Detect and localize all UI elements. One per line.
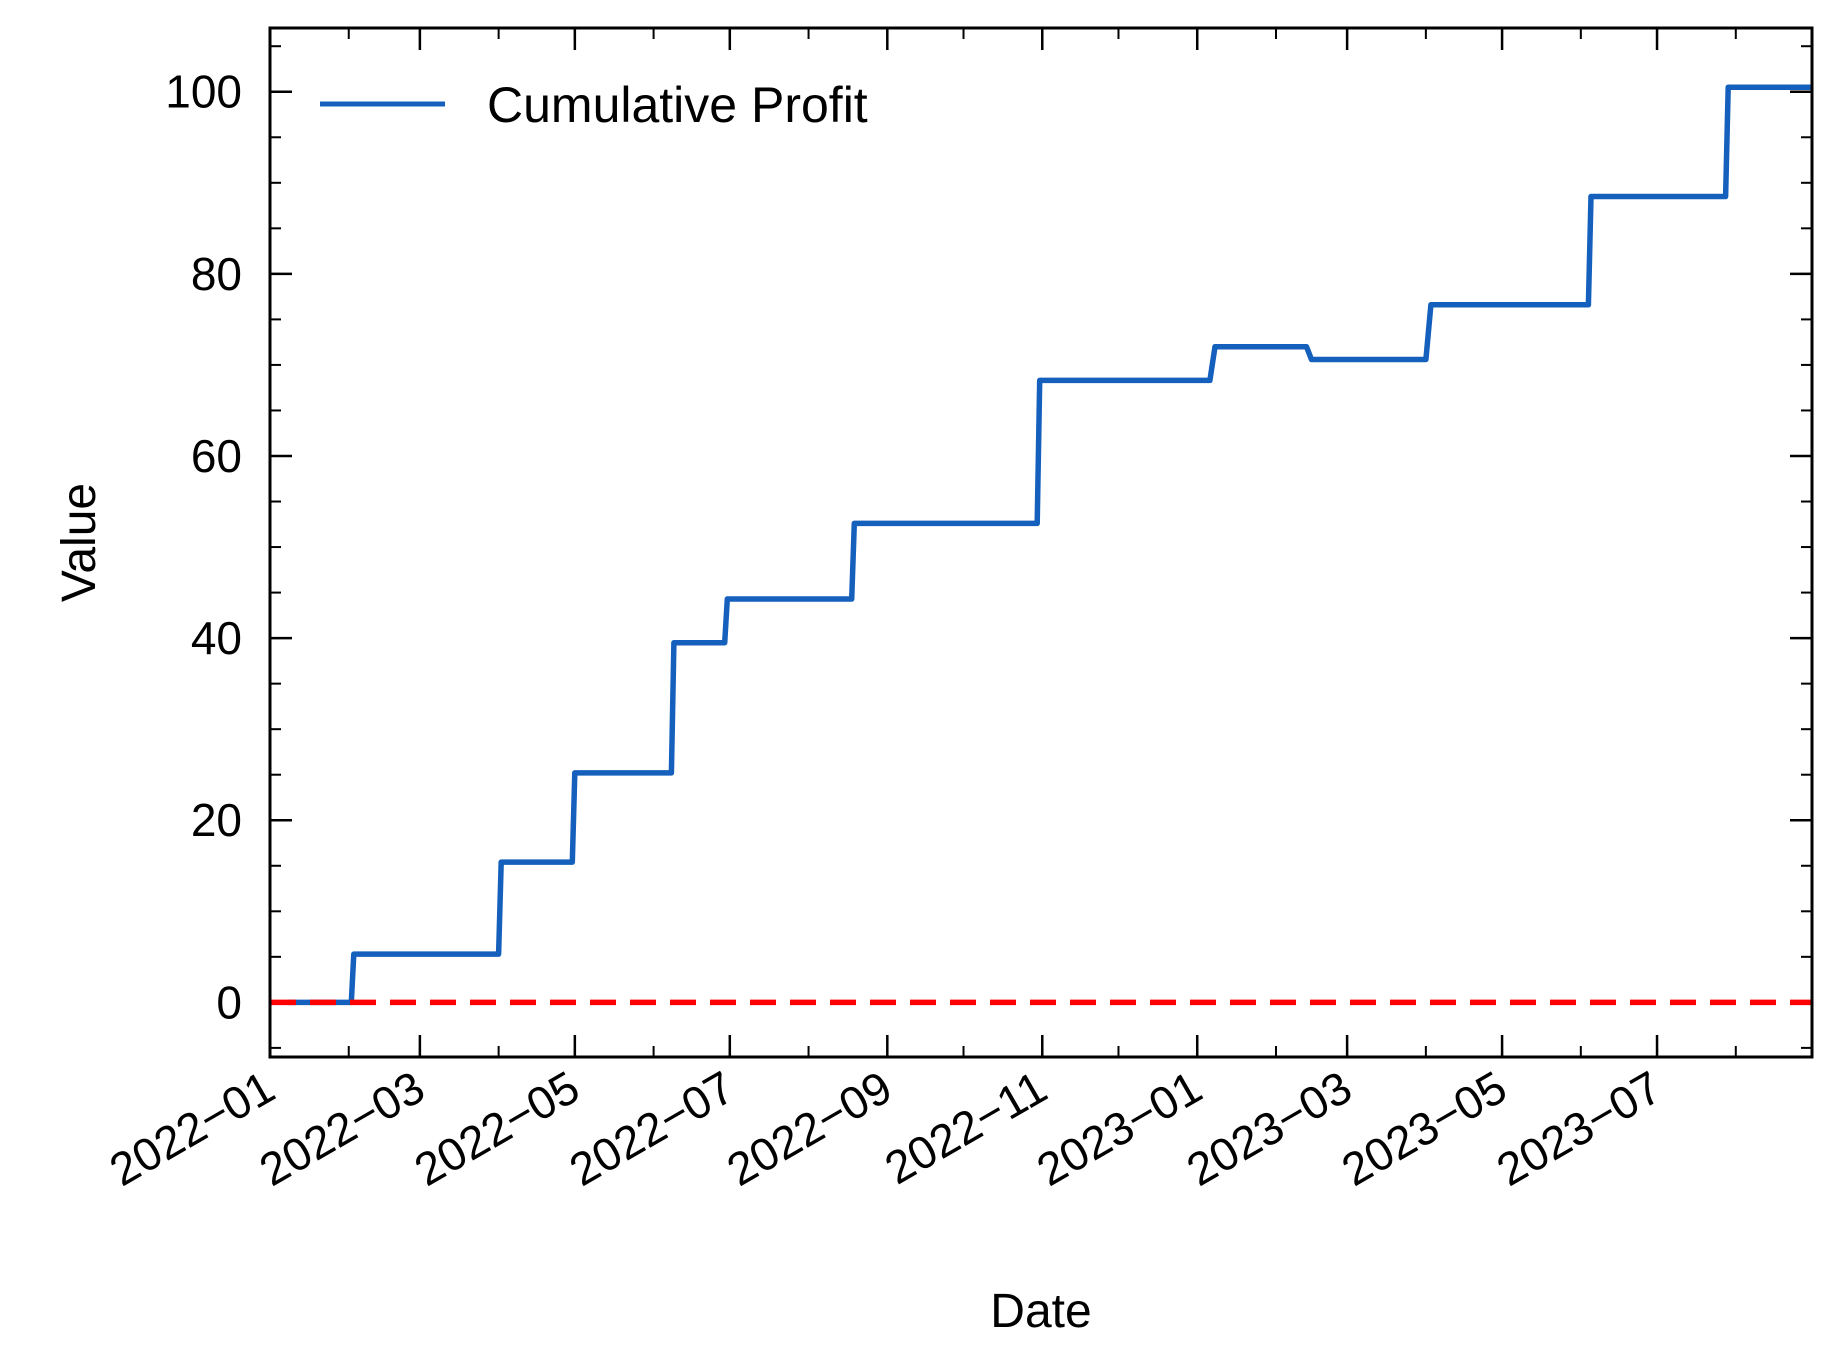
y-tick-label: 0: [216, 976, 242, 1028]
y-tick-label: 40: [191, 612, 242, 664]
plot-lines: [270, 84, 1812, 1006]
series-line-cumulative-profit: [287, 84, 1812, 1006]
y-tick-label: 60: [191, 430, 242, 482]
y-tick-labels: 0 20 40 60 80 100: [165, 66, 242, 1029]
legend-label-cumulative-profit: Cumulative Profit: [487, 77, 868, 133]
plot-frame: [268, 26, 1814, 1059]
y-tick-label: 20: [191, 794, 242, 846]
y-axis-title: Value: [53, 483, 106, 602]
x-axis-title: Date: [990, 1285, 1091, 1338]
legend: Cumulative Profit: [320, 77, 868, 133]
y-tick-label: 80: [191, 248, 242, 300]
y-tick-label: 100: [165, 66, 242, 118]
